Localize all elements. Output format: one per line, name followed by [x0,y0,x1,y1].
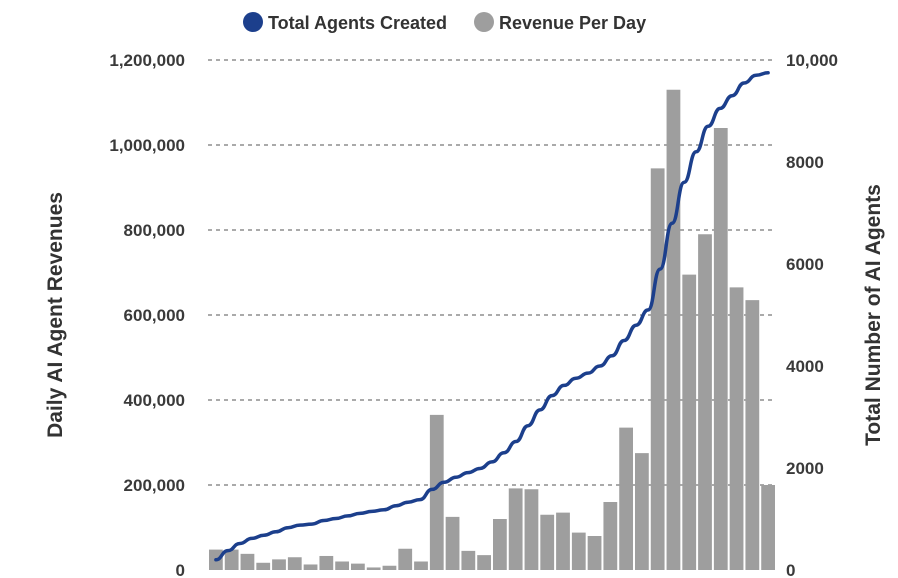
revenue-bar [635,453,649,570]
revenue-bar [335,561,349,570]
revenue-bar [745,300,760,570]
left-tick-label: 1,000,000 [109,136,185,155]
left-axis-title: Daily AI Agent Revenues [44,192,67,438]
left-axis-ticks: 0 200,000 400,000 600,000 800,000 1,000,000 1,… [109,51,185,578]
revenue-bar [477,555,491,570]
revenue-bar [508,488,523,570]
revenue-bar [666,89,681,570]
legend-marker-agents [243,12,263,32]
revenue-bar [382,565,397,570]
revenue-bar [224,549,239,570]
right-tick-label: 2000 [786,459,824,478]
left-tick-label: 400,000 [124,391,185,410]
revenue-bar [351,563,365,570]
right-tick-label: 4000 [786,357,824,376]
revenue-bar [303,564,318,570]
right-tick-label: 10,000 [786,51,838,70]
legend-marker-revenue [474,12,494,32]
revenue-bar [761,485,775,570]
agents-line [214,71,770,562]
revenue-bar [619,427,633,570]
revenue-bar [540,514,555,570]
legend: Total Agents Created Revenue Per Day [243,12,646,33]
left-tick-label: 600,000 [124,306,185,325]
revenue-bar [445,516,460,570]
revenue-bar [698,234,712,570]
revenue-bar [493,519,507,570]
revenue-bar [398,548,413,570]
revenue-bar [713,128,728,570]
revenue-bar [366,567,381,570]
left-tick-label: 200,000 [124,476,185,495]
revenue-bar [256,562,271,570]
revenue-bar [319,555,334,570]
gridlines [208,59,776,486]
revenue-bar [682,274,697,570]
revenue-bar [650,168,665,570]
agents-line-layer [214,71,770,562]
right-tick-label: 6000 [786,255,824,274]
revenue-bar [429,414,444,570]
revenue-bar [272,559,286,570]
revenue-bar [524,489,539,570]
revenue-bar [287,557,302,570]
revenue-bar [556,512,570,570]
legend-label-revenue: Revenue Per Day [499,13,646,33]
revenue-bar [587,536,602,570]
revenue-bar [240,553,255,570]
left-tick-label: 0 [176,561,185,578]
revenue-bar [414,561,428,570]
revenue-bar [461,550,476,570]
revenue-bar [729,287,744,570]
revenue-bar [571,532,586,570]
right-tick-label: 0 [786,561,795,578]
left-tick-label: 800,000 [124,221,185,240]
right-axis-ticks: 0 2000 4000 6000 8000 10,000 [786,51,838,578]
revenue-bar [603,502,618,570]
legend-label-agents: Total Agents Created [268,13,447,33]
right-tick-label: 8000 [786,153,824,172]
left-tick-label: 1,200,000 [109,51,185,70]
right-axis-title: Total Number of AI Agents [862,184,885,446]
